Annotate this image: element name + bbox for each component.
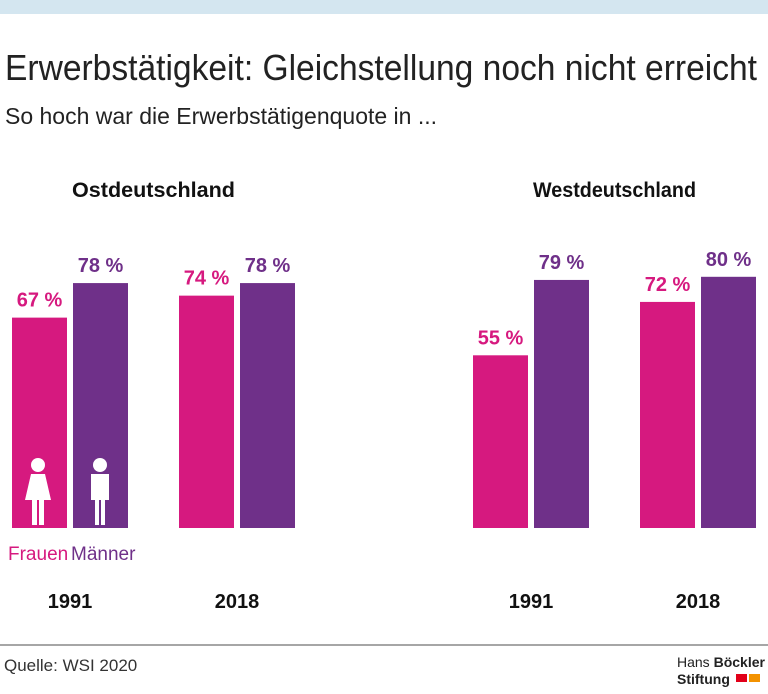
- woman-icon: [25, 458, 51, 525]
- value-label: 55 %: [478, 327, 524, 349]
- bar: [473, 355, 528, 528]
- bar: [701, 276, 756, 528]
- subtitle: So hoch war die Erwerbstätigenquote in .…: [5, 103, 437, 129]
- logo-boeckler: Böckler: [714, 654, 766, 670]
- value-label: 80 %: [706, 249, 752, 271]
- value-label: 74 %: [184, 268, 230, 290]
- top-band: [0, 0, 768, 14]
- logo-mark: [749, 674, 760, 682]
- logo-hans: Hans: [677, 654, 710, 670]
- panel-title: Westdeutschland: [533, 179, 696, 202]
- value-label: 79 %: [539, 252, 585, 274]
- title: Erwerbstätigkeit: Gleichstellung noch ni…: [5, 47, 757, 88]
- x-tick-label: 2018: [676, 591, 721, 613]
- legend-label: Männer: [71, 544, 136, 565]
- logo-text: Hans Böckler: [677, 654, 765, 670]
- value-label: 67 %: [17, 290, 63, 312]
- panel-title: Ostdeutschland: [72, 179, 235, 202]
- bar: [534, 279, 589, 528]
- man-icon: [91, 458, 109, 525]
- value-label: 78 %: [78, 255, 124, 277]
- legend-label: Frauen: [8, 544, 68, 565]
- bar: [240, 283, 295, 528]
- source: Quelle: WSI 2020: [4, 656, 137, 675]
- x-tick-label: 1991: [48, 591, 93, 613]
- bar: [640, 301, 695, 528]
- x-tick-label: 2018: [215, 591, 260, 613]
- value-label: 78 %: [245, 255, 291, 277]
- logo-stiftung: Stiftung: [677, 671, 730, 687]
- bar: [179, 295, 234, 528]
- logo-mark: [736, 674, 747, 682]
- value-label: 72 %: [645, 274, 691, 296]
- x-tick-label: 1991: [509, 591, 554, 613]
